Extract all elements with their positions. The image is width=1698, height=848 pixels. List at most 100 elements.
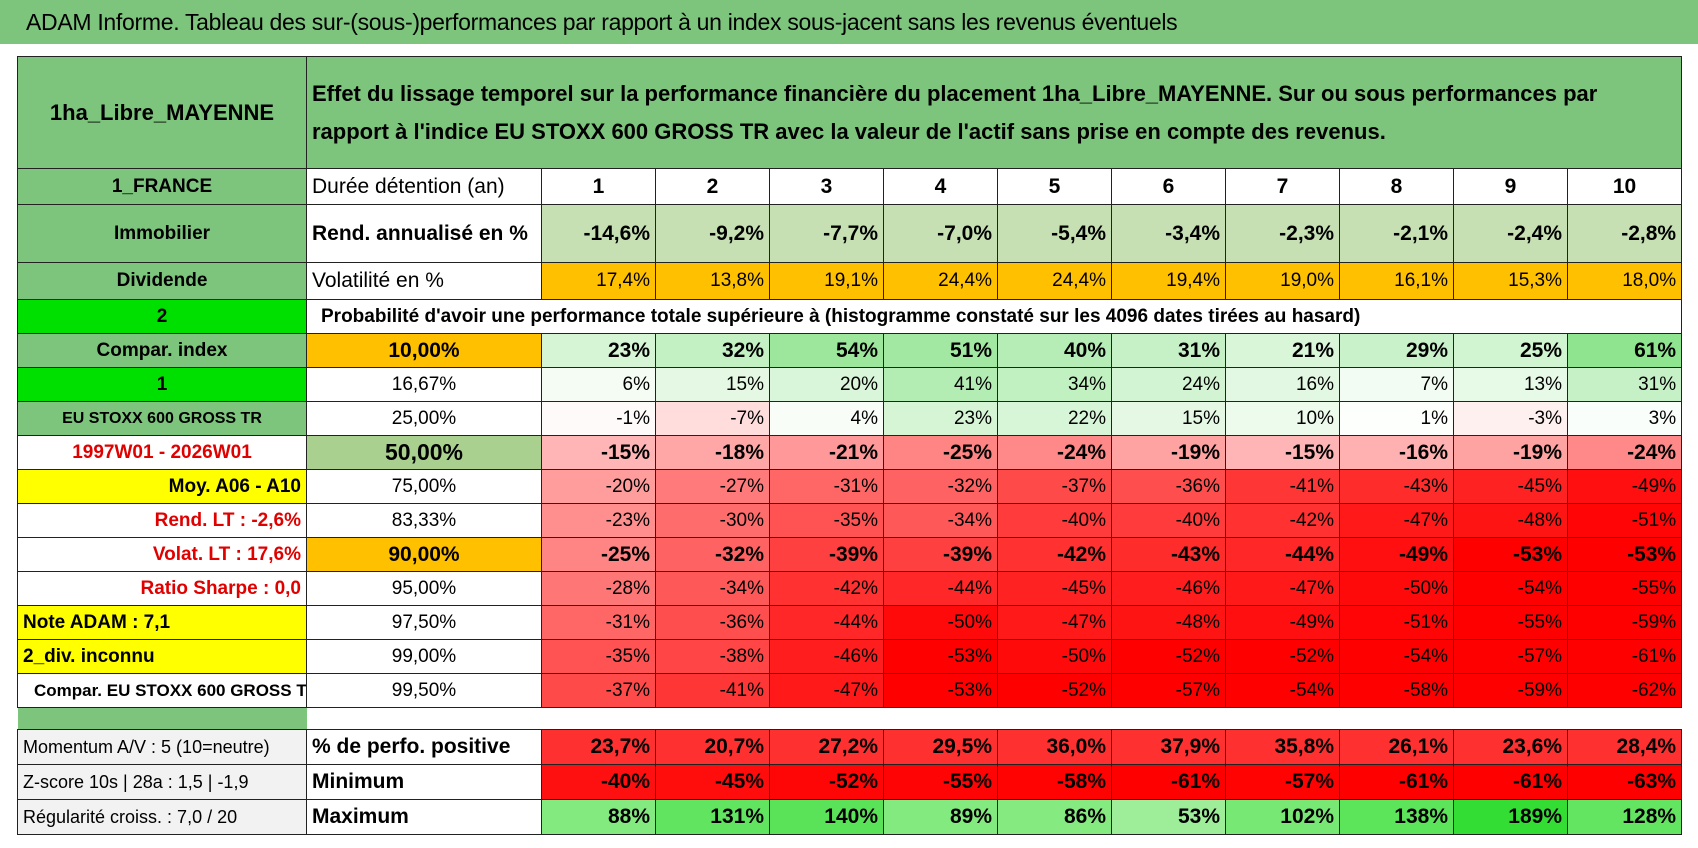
value-cell: -58% bbox=[1339, 673, 1454, 708]
value-cell: -2,4% bbox=[1453, 204, 1568, 263]
value-cell: -54% bbox=[1225, 673, 1340, 708]
value-cell: -63% bbox=[1566, 764, 1683, 800]
row-label: 10,00% bbox=[306, 333, 542, 368]
value-cell: 20,7% bbox=[655, 729, 770, 765]
value-cell: 24,4% bbox=[997, 262, 1112, 300]
value-cell: 4% bbox=[769, 401, 884, 436]
value-cell: -44% bbox=[769, 605, 884, 640]
value-cell: -61% bbox=[1566, 639, 1683, 674]
value-cell: 21% bbox=[1225, 333, 1340, 368]
value-cell: 54% bbox=[769, 333, 884, 368]
value-cell: -14,6% bbox=[541, 204, 656, 263]
duration-header: 4 bbox=[883, 168, 998, 205]
value-cell: -55% bbox=[1453, 605, 1568, 640]
row-label: 90,00% bbox=[306, 537, 542, 572]
value-cell: 34% bbox=[997, 367, 1112, 402]
value-cell: 1% bbox=[1339, 401, 1454, 436]
row-label: 25,00% bbox=[306, 401, 542, 436]
row-header: 1997W01 - 2026W01 bbox=[17, 435, 307, 470]
table-row: Volat. LT : 17,6% 90,00% -25% -32% -39% -39% -… bbox=[17, 537, 1683, 572]
value-cell: -44% bbox=[1225, 537, 1340, 572]
row-label: Durée détention (an) bbox=[306, 168, 542, 205]
value-cell: -42% bbox=[1225, 503, 1340, 538]
value-cell: -31% bbox=[769, 469, 884, 504]
value-cell: 40% bbox=[997, 333, 1112, 368]
value-cell: -19% bbox=[1453, 435, 1568, 470]
duration-header: 9 bbox=[1453, 168, 1568, 205]
table-row: 1997W01 - 2026W01 50,00% -15% -18% -21% -25% -… bbox=[17, 435, 1683, 470]
value-cell: -45% bbox=[1453, 469, 1568, 504]
value-cell: -61% bbox=[1111, 764, 1226, 800]
section-caption: Probabilité d'avoir une performance tota… bbox=[305, 299, 1683, 334]
duration-header: 2 bbox=[655, 168, 770, 205]
row-header: Note ADAM : 7,1 bbox=[17, 605, 307, 640]
spacer bbox=[17, 707, 307, 730]
row-label: 75,00% bbox=[306, 469, 542, 504]
value-cell: 24,4% bbox=[883, 262, 998, 300]
value-cell: -2,3% bbox=[1225, 204, 1340, 263]
value-cell: -47% bbox=[1225, 571, 1340, 606]
value-cell: 19,1% bbox=[769, 262, 884, 300]
value-cell: 23,6% bbox=[1453, 729, 1568, 765]
value-cell: 22% bbox=[997, 401, 1112, 436]
table-row: Ratio Sharpe : 0,0 95,00% -28% -34% -42% -44%… bbox=[17, 571, 1683, 606]
value-cell: -54% bbox=[1339, 639, 1454, 674]
value-cell: -32% bbox=[883, 469, 998, 504]
value-cell: -9,2% bbox=[655, 204, 770, 263]
duration-header: 1 bbox=[541, 168, 656, 205]
value-cell: 37,9% bbox=[1111, 729, 1226, 765]
row-header: 2_div. inconnu bbox=[17, 639, 307, 674]
duration-header: 5 bbox=[997, 168, 1112, 205]
value-cell: -7% bbox=[655, 401, 770, 436]
value-cell: -49% bbox=[1339, 537, 1454, 572]
value-cell: -25% bbox=[883, 435, 998, 470]
description: Effet du lissage temporel sur la perform… bbox=[305, 56, 1683, 169]
value-cell: -50% bbox=[997, 639, 1112, 674]
value-cell: -40% bbox=[997, 503, 1112, 538]
value-cell: -57% bbox=[1111, 673, 1226, 708]
header-row: 1ha_Libre_MAYENNE Effet du lissage tempor… bbox=[17, 56, 1683, 169]
value-cell: 7% bbox=[1339, 367, 1454, 402]
row-header: 2 bbox=[17, 299, 307, 334]
value-cell: -31% bbox=[541, 605, 656, 640]
value-cell: 89% bbox=[883, 799, 998, 835]
row-label: 83,33% bbox=[306, 503, 542, 538]
value-cell: -43% bbox=[1111, 537, 1226, 572]
value-cell: -52% bbox=[997, 673, 1112, 708]
value-cell: -52% bbox=[1225, 639, 1340, 674]
value-cell: -15% bbox=[541, 435, 656, 470]
value-cell: -21% bbox=[769, 435, 884, 470]
value-cell: -15% bbox=[1225, 435, 1340, 470]
row-header: 1_FRANCE bbox=[17, 168, 307, 205]
row-label: 97,50% bbox=[306, 605, 542, 640]
value-cell: -58% bbox=[997, 764, 1112, 800]
table-row: Compar. EU STOXX 600 GROSS TR 99,50% -37% -… bbox=[17, 673, 1683, 708]
value-cell: -36% bbox=[655, 605, 770, 640]
row-label: 16,67% bbox=[306, 367, 542, 402]
value-cell: 131% bbox=[655, 799, 770, 835]
value-cell: 25% bbox=[1453, 333, 1568, 368]
value-cell: -54% bbox=[1453, 571, 1568, 606]
table-row: Dividende Volatilité en % 17,4% 13,8% 19,1% 2… bbox=[17, 262, 1683, 300]
row-header: Rend. LT : -2,6% bbox=[17, 503, 307, 538]
value-cell: -49% bbox=[1566, 469, 1683, 504]
stats-row: Momentum A/V : 5 (10=neutre)% de perfo. … bbox=[17, 729, 1683, 765]
value-cell: -55% bbox=[1566, 571, 1683, 606]
table-row: 2 Probabilité d'avoir une performance tot… bbox=[17, 299, 1683, 334]
row-header: Moy. A06 - A10 bbox=[17, 469, 307, 504]
value-cell: -24% bbox=[997, 435, 1112, 470]
value-cell: 6% bbox=[541, 367, 656, 402]
value-cell: -39% bbox=[883, 537, 998, 572]
duration-header: 6 bbox=[1111, 168, 1226, 205]
value-cell: -51% bbox=[1566, 503, 1683, 538]
value-cell: 23% bbox=[883, 401, 998, 436]
value-cell: 140% bbox=[769, 799, 884, 835]
value-cell: -25% bbox=[541, 537, 656, 572]
value-cell: -50% bbox=[1339, 571, 1454, 606]
table-row: 1_FRANCE Durée détention (an) 1 2 3 4 5 6 7 8 9 10 bbox=[17, 168, 1683, 205]
value-cell: -41% bbox=[655, 673, 770, 708]
value-cell: -20% bbox=[541, 469, 656, 504]
value-cell: -2,8% bbox=[1566, 204, 1683, 263]
value-cell: 53% bbox=[1111, 799, 1226, 835]
value-cell: -38% bbox=[655, 639, 770, 674]
